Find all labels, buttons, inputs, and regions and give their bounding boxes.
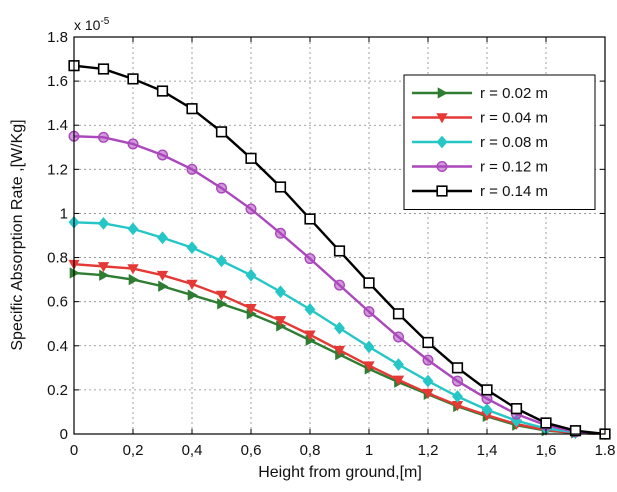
x-tick-label: 0 [70,442,78,459]
data-point [246,204,256,214]
data-point [99,64,109,74]
legend-marker [437,186,447,196]
legend: r = 0.02 m r = 0.04 m r = 0.08 m r = 0.12 m… [404,75,595,210]
legend-marker [437,162,447,172]
x-tick-label: 0,2 [123,442,144,459]
data-point [246,154,256,164]
data-point [394,332,404,342]
x-tick-label: 0,8 [300,442,321,459]
y-tick-label: 1 [60,205,68,222]
y-tick-label: 1.6 [47,73,68,90]
legend-label: r = 0.12 m [480,159,548,176]
y-tick-label: 0.4 [47,338,68,355]
y-tick-label: 0 [60,426,68,443]
data-point [128,139,138,149]
data-point [512,404,522,414]
data-point [394,309,404,319]
data-point [276,228,286,238]
data-point [453,363,463,373]
legend-label: r = 0.08 m [480,134,548,151]
y-tick-label: 1.4 [47,117,68,134]
x-tick-label: 1,2 [418,442,439,459]
data-point [541,418,551,428]
data-point [217,127,227,137]
data-point [187,165,197,175]
data-point [217,183,227,193]
data-point [453,376,463,386]
data-point [364,278,374,288]
y-tick-label: 1.2 [47,161,68,178]
x-tick-label: 0,4 [182,442,203,459]
legend-label: r = 0.04 m [480,110,548,127]
legend-label: r = 0.14 m [480,183,548,200]
data-point [128,74,138,84]
x-axis-label: Height from ground,[m] [258,464,422,481]
y-tick-label: 0.6 [47,294,68,311]
y-tick-label: 1.8 [47,29,68,46]
x-tick-label: 1.8 [595,442,616,459]
data-point [158,150,168,160]
data-point [276,182,286,192]
legend-label: r = 0.02 m [480,85,548,102]
x-tick-label: 1,6 [536,442,557,459]
y-axis-label: Specific Absorption Rate ,[W/Kg] [9,119,26,350]
y-tick-label: 0.8 [47,250,68,267]
x-tick-label: 0,6 [241,442,262,459]
x-tick-label: 1,4 [477,442,498,459]
data-point [305,254,315,264]
data-point [99,133,109,143]
data-point [158,86,168,96]
data-point [335,280,345,290]
data-point [187,104,197,114]
data-point [423,355,433,365]
data-point [335,246,345,256]
y-multiplier-exponent: -5 [100,16,109,27]
y-multiplier-base: x 10 [74,17,101,33]
data-point [423,338,433,348]
x-tick-label: 1 [365,442,373,459]
data-point [364,307,374,317]
data-point [482,385,492,395]
data-point [305,214,315,224]
y-multiplier-label: x 10-5 [74,16,110,33]
y-tick-label: 0.2 [47,382,68,399]
